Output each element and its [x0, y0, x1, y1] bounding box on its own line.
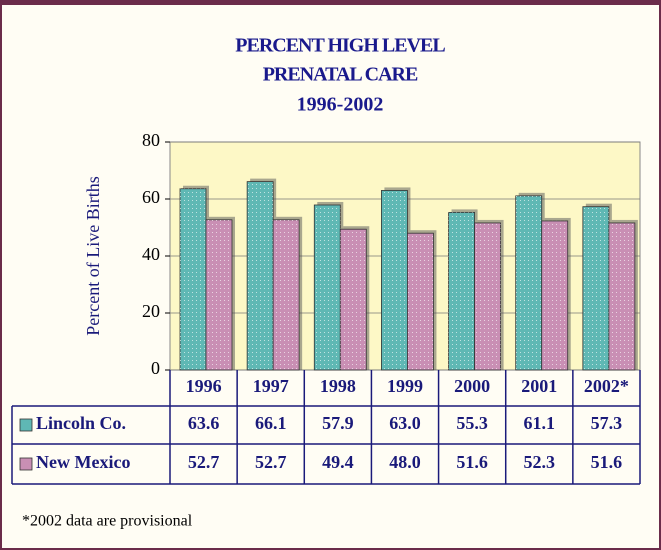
bar-texture	[314, 204, 341, 370]
bar-texture	[247, 181, 274, 370]
bar-texture	[273, 219, 300, 370]
bar-texture	[448, 212, 475, 370]
chart-title: PRENATAL CARE	[263, 64, 418, 86]
data-label: 52.3	[524, 452, 556, 472]
data-label: 49.4	[322, 452, 354, 472]
legend-label: Lincoln Co.	[36, 413, 126, 433]
data-label: 48.0	[389, 452, 421, 472]
bar-texture	[541, 220, 568, 370]
data-label: 57.9	[322, 413, 354, 433]
bar-texture	[608, 222, 635, 370]
bar-texture	[381, 190, 408, 370]
data-label: 61.1	[524, 413, 556, 433]
data-label: 52.7	[188, 452, 220, 472]
x-tick-label: 1996	[186, 376, 222, 396]
bar-texture	[180, 188, 206, 370]
chart-title: 1996-2002	[297, 94, 384, 116]
x-tick-label: 1999	[387, 376, 423, 396]
data-label: 63.0	[389, 413, 421, 433]
bar-texture	[407, 233, 434, 370]
bar-texture	[474, 222, 501, 370]
data-label: 66.1	[255, 413, 287, 433]
data-label: 51.6	[591, 452, 623, 472]
bar-texture	[582, 206, 609, 370]
legend-swatch	[19, 457, 33, 471]
x-tick-label: 1998	[320, 376, 356, 396]
bar-texture	[340, 229, 367, 370]
x-tick-label: 2001	[521, 376, 557, 396]
top-rule	[0, 0, 661, 5]
bar-texture	[515, 195, 542, 370]
y-axis-label: Percent of Live Births	[83, 176, 103, 335]
data-label: 63.6	[188, 413, 220, 433]
data-label: 52.7	[255, 452, 287, 472]
chart-title: PERCENT HIGH LEVEL	[235, 35, 445, 57]
y-tick-label: 80	[142, 130, 160, 150]
x-tick-label: 1997	[253, 376, 289, 396]
bar-texture	[206, 219, 232, 370]
data-label: 55.3	[456, 413, 488, 433]
x-tick-label: 2000	[454, 376, 490, 396]
data-label: 57.3	[591, 413, 623, 433]
data-label: 51.6	[456, 452, 488, 472]
x-tick-label: 2002*	[584, 376, 629, 396]
legend-swatch	[19, 418, 33, 432]
footnote: *2002 data are provisional	[22, 513, 193, 530]
legend-label: New Mexico	[36, 452, 130, 472]
y-tick-label: 40	[142, 244, 160, 264]
y-tick-label: 60	[142, 187, 160, 207]
y-tick-label: 0	[151, 358, 160, 378]
y-tick-label: 20	[142, 301, 160, 321]
